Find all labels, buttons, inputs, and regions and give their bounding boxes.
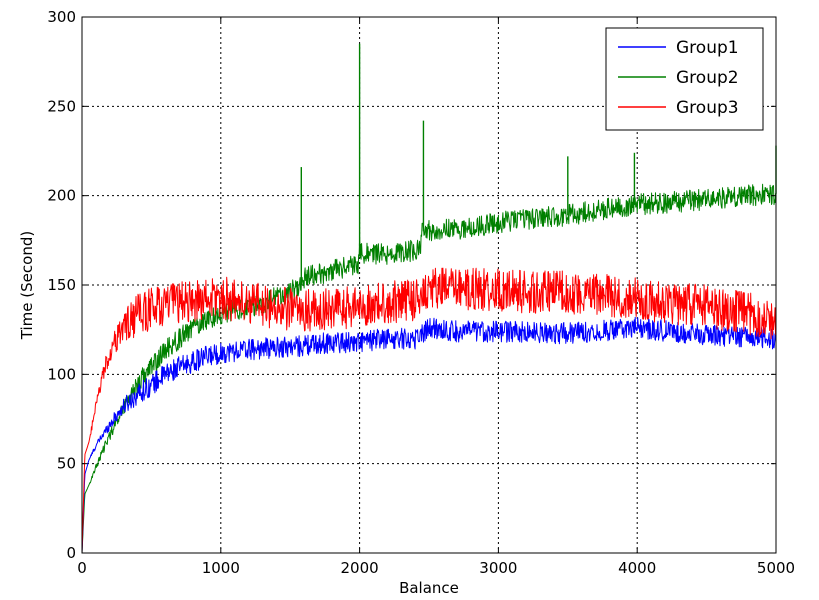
y-tick-label-1: 50	[57, 455, 76, 473]
x-tick-label-1: 1000	[202, 559, 240, 577]
y-tick-label-4: 200	[47, 187, 76, 205]
legend-label-group2: Group2	[676, 68, 739, 88]
series-layer	[81, 43, 777, 554]
x-axis-label: Balance	[399, 579, 459, 597]
x-tick-label-5: 5000	[757, 559, 795, 577]
axis-ticks	[81, 16, 777, 554]
series-line-group3	[81, 267, 777, 554]
legend-box	[605, 27, 764, 131]
tick-labels: 0 1000 2000 3000 4000 5000 0 50 100 150 200 250 300	[47, 8, 795, 577]
y-tick-label-0: 0	[66, 544, 76, 562]
series-line-group1	[81, 316, 777, 554]
x-tick-label-2: 2000	[341, 559, 379, 577]
y-tick-label-2: 100	[47, 365, 76, 383]
x-tick-label-4: 4000	[618, 559, 656, 577]
legend: Group1 Group2 Group3	[605, 27, 764, 131]
x-tick-label-0: 0	[77, 559, 87, 577]
legend-label-group1: Group1	[676, 38, 739, 58]
y-axis-label: Time (Second)	[18, 231, 36, 340]
x-tick-label-3: 3000	[479, 559, 517, 577]
grid-lines	[82, 17, 776, 553]
y-tick-label-3: 150	[47, 276, 76, 294]
y-tick-label-5: 250	[47, 97, 76, 115]
series-line-group2	[81, 183, 777, 554]
y-tick-label-6: 300	[47, 8, 76, 26]
legend-label-group3: Group3	[676, 98, 739, 118]
